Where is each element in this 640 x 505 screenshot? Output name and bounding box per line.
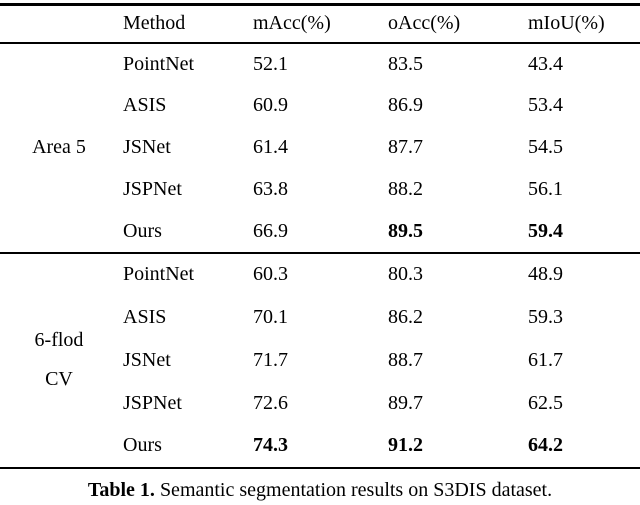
results-table: Method mAcc(%) oAcc(%) mIoU(%) Area 5 Po…: [0, 3, 640, 469]
cell-method: JSPNet: [123, 178, 182, 200]
cell-oacc: 83.5: [388, 52, 423, 75]
cell-oacc: 88.7: [388, 348, 423, 371]
group-label-line: CV: [45, 368, 73, 390]
header-empty-cell: [0, 5, 118, 43]
cell-method: JSPNet: [123, 391, 182, 414]
table-caption-text: Semantic segmentation results on S3DIS d…: [159, 478, 553, 501]
table-row: Ours 74.3 91.2 64.2: [0, 425, 640, 468]
cell-method: ASIS: [123, 94, 167, 116]
cell-miou: 62.5: [528, 391, 563, 414]
table-row: JSNet 61.4 87.7 54.5: [0, 127, 640, 169]
cell-oacc: 89.7: [388, 391, 423, 414]
cell-oacc-best: 91.2: [388, 434, 423, 456]
cell-miou: 59.3: [528, 305, 563, 328]
cell-miou: 54.5: [528, 136, 563, 158]
cell-method: PointNet: [123, 263, 195, 285]
group-label-line: 6-flod: [34, 329, 84, 351]
cell-miou: 61.7: [528, 348, 563, 371]
cell-macc: 66.9: [253, 219, 288, 242]
table-header: Method mAcc(%) oAcc(%) mIoU(%): [0, 5, 640, 43]
table-row: 6-flod CV PointNet 60.3 80.3 48.9: [0, 253, 640, 390]
cell-oacc: 86.2: [388, 305, 423, 328]
cell-method: Ours: [123, 219, 162, 242]
table-row: JSPNet 63.8 88.2 56.1: [0, 169, 640, 211]
cell-oacc: 88.2: [388, 178, 423, 200]
cell-miou: 56.1: [528, 178, 563, 200]
column-header-macc: mAcc(%): [253, 12, 331, 35]
column-header-oacc: oAcc(%): [388, 12, 461, 35]
cell-oacc: 86.9: [388, 94, 423, 116]
cell-miou-best: 59.4: [528, 219, 563, 242]
cell-method: ASIS: [123, 305, 167, 328]
table-caption: Table 1. Semantic segmentation results o…: [0, 478, 640, 502]
table-caption-label: Table 1.: [87, 478, 155, 501]
cell-macc: 60.9: [253, 94, 288, 116]
cell-method: JSNet: [123, 348, 171, 371]
cell-miou: 53.4: [528, 94, 563, 116]
cell-oacc-best: 89.5: [388, 219, 423, 242]
row-group-label-area-5: Area 5: [0, 43, 118, 253]
table-row: JSNet 71.7 88.7 61.7: [0, 339, 640, 382]
cell-miou-best: 64.2: [528, 434, 563, 456]
cell-macc: 61.4: [253, 136, 288, 158]
cell-macc: 70.1: [253, 305, 288, 328]
cell-macc: 63.8: [253, 178, 288, 200]
cell-miou: 48.9: [528, 263, 563, 285]
table-row: Area 5 PointNet 52.1 83.5 43.4: [0, 43, 640, 159]
cell-method: PointNet: [123, 52, 195, 75]
row-group-area-5: Area 5 PointNet 52.1 83.5 43.4 ASIS 60.9…: [0, 43, 640, 253]
cell-macc: 72.6: [253, 391, 288, 414]
cell-oacc: 80.3: [388, 263, 423, 285]
table-row: Ours 66.9 89.5 59.4: [0, 211, 640, 253]
cell-method: JSNet: [123, 136, 171, 158]
cell-miou: 43.4: [528, 52, 563, 75]
row-group-6fold-cv: 6-flod CV PointNet 60.3 80.3 48.9 ASIS 7…: [0, 253, 640, 468]
row-group-label-6fold-cv: 6-flod CV: [0, 253, 118, 468]
cell-macc: 60.3: [253, 263, 288, 285]
cell-macc-best: 74.3: [253, 434, 288, 456]
cell-macc: 71.7: [253, 348, 288, 371]
cell-method: Ours: [123, 434, 162, 456]
table-row: JSPNet 72.6 89.7 62.5: [0, 382, 640, 425]
table-row: ASIS 70.1 86.2 59.3: [0, 296, 640, 339]
header-row: Method mAcc(%) oAcc(%) mIoU(%): [0, 5, 640, 43]
column-header-method: Method: [123, 12, 186, 35]
column-header-miou: mIoU(%): [528, 12, 605, 35]
cell-oacc: 87.7: [388, 136, 423, 158]
group-label-line: Area 5: [32, 136, 86, 158]
cell-macc: 52.1: [253, 52, 288, 75]
table-row: ASIS 60.9 86.9 53.4: [0, 85, 640, 127]
